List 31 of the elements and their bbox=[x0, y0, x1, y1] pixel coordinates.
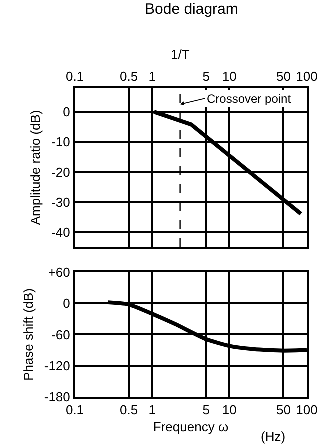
x-tick-label: 50 bbox=[276, 402, 291, 418]
x-tick-label: 0.5 bbox=[120, 402, 138, 418]
x-tick-label: 5 bbox=[202, 402, 210, 418]
ref-line-label: 1/T bbox=[171, 47, 190, 62]
x-tick-label: 10 bbox=[222, 68, 237, 84]
x-tick-label: 5 bbox=[202, 68, 210, 84]
x-tick-label: 10 bbox=[222, 402, 237, 418]
y-tick-label: -120 bbox=[44, 358, 70, 374]
x-tick-label: 100 bbox=[296, 402, 318, 418]
y-tick-label: 0 bbox=[63, 104, 70, 120]
y-tick-label: -60 bbox=[52, 327, 70, 342]
text: (Hz) bbox=[261, 429, 286, 444]
y-axis-title: Amplitude ratio (dB) bbox=[28, 110, 44, 226]
x-tick-label: 0.1 bbox=[66, 402, 84, 418]
y-tick-label: -30 bbox=[52, 194, 70, 210]
x-tick-label: 50 bbox=[276, 68, 291, 84]
y-tick-label: +60 bbox=[48, 265, 70, 280]
chart-title: Bode diagram bbox=[145, 1, 238, 18]
x-tick-label: 0.1 bbox=[66, 68, 84, 84]
y-axis-title: Phase shift (dB) bbox=[20, 288, 36, 381]
y-tick-label: 0 bbox=[63, 296, 70, 312]
y-tick-label: -180 bbox=[44, 390, 70, 405]
x-tick-label: 0.5 bbox=[120, 68, 138, 84]
annotation: Crossover point bbox=[207, 92, 292, 106]
x-tick-label: 100 bbox=[296, 68, 318, 84]
x-tick-label: 1 bbox=[148, 402, 156, 418]
x-axis-title: Frequency ω bbox=[153, 420, 229, 435]
y-tick-label: -20 bbox=[52, 164, 70, 180]
x-tick-label: 1 bbox=[148, 68, 156, 84]
y-tick-label: -40 bbox=[52, 224, 70, 240]
y-tick-label: -10 bbox=[52, 134, 70, 150]
